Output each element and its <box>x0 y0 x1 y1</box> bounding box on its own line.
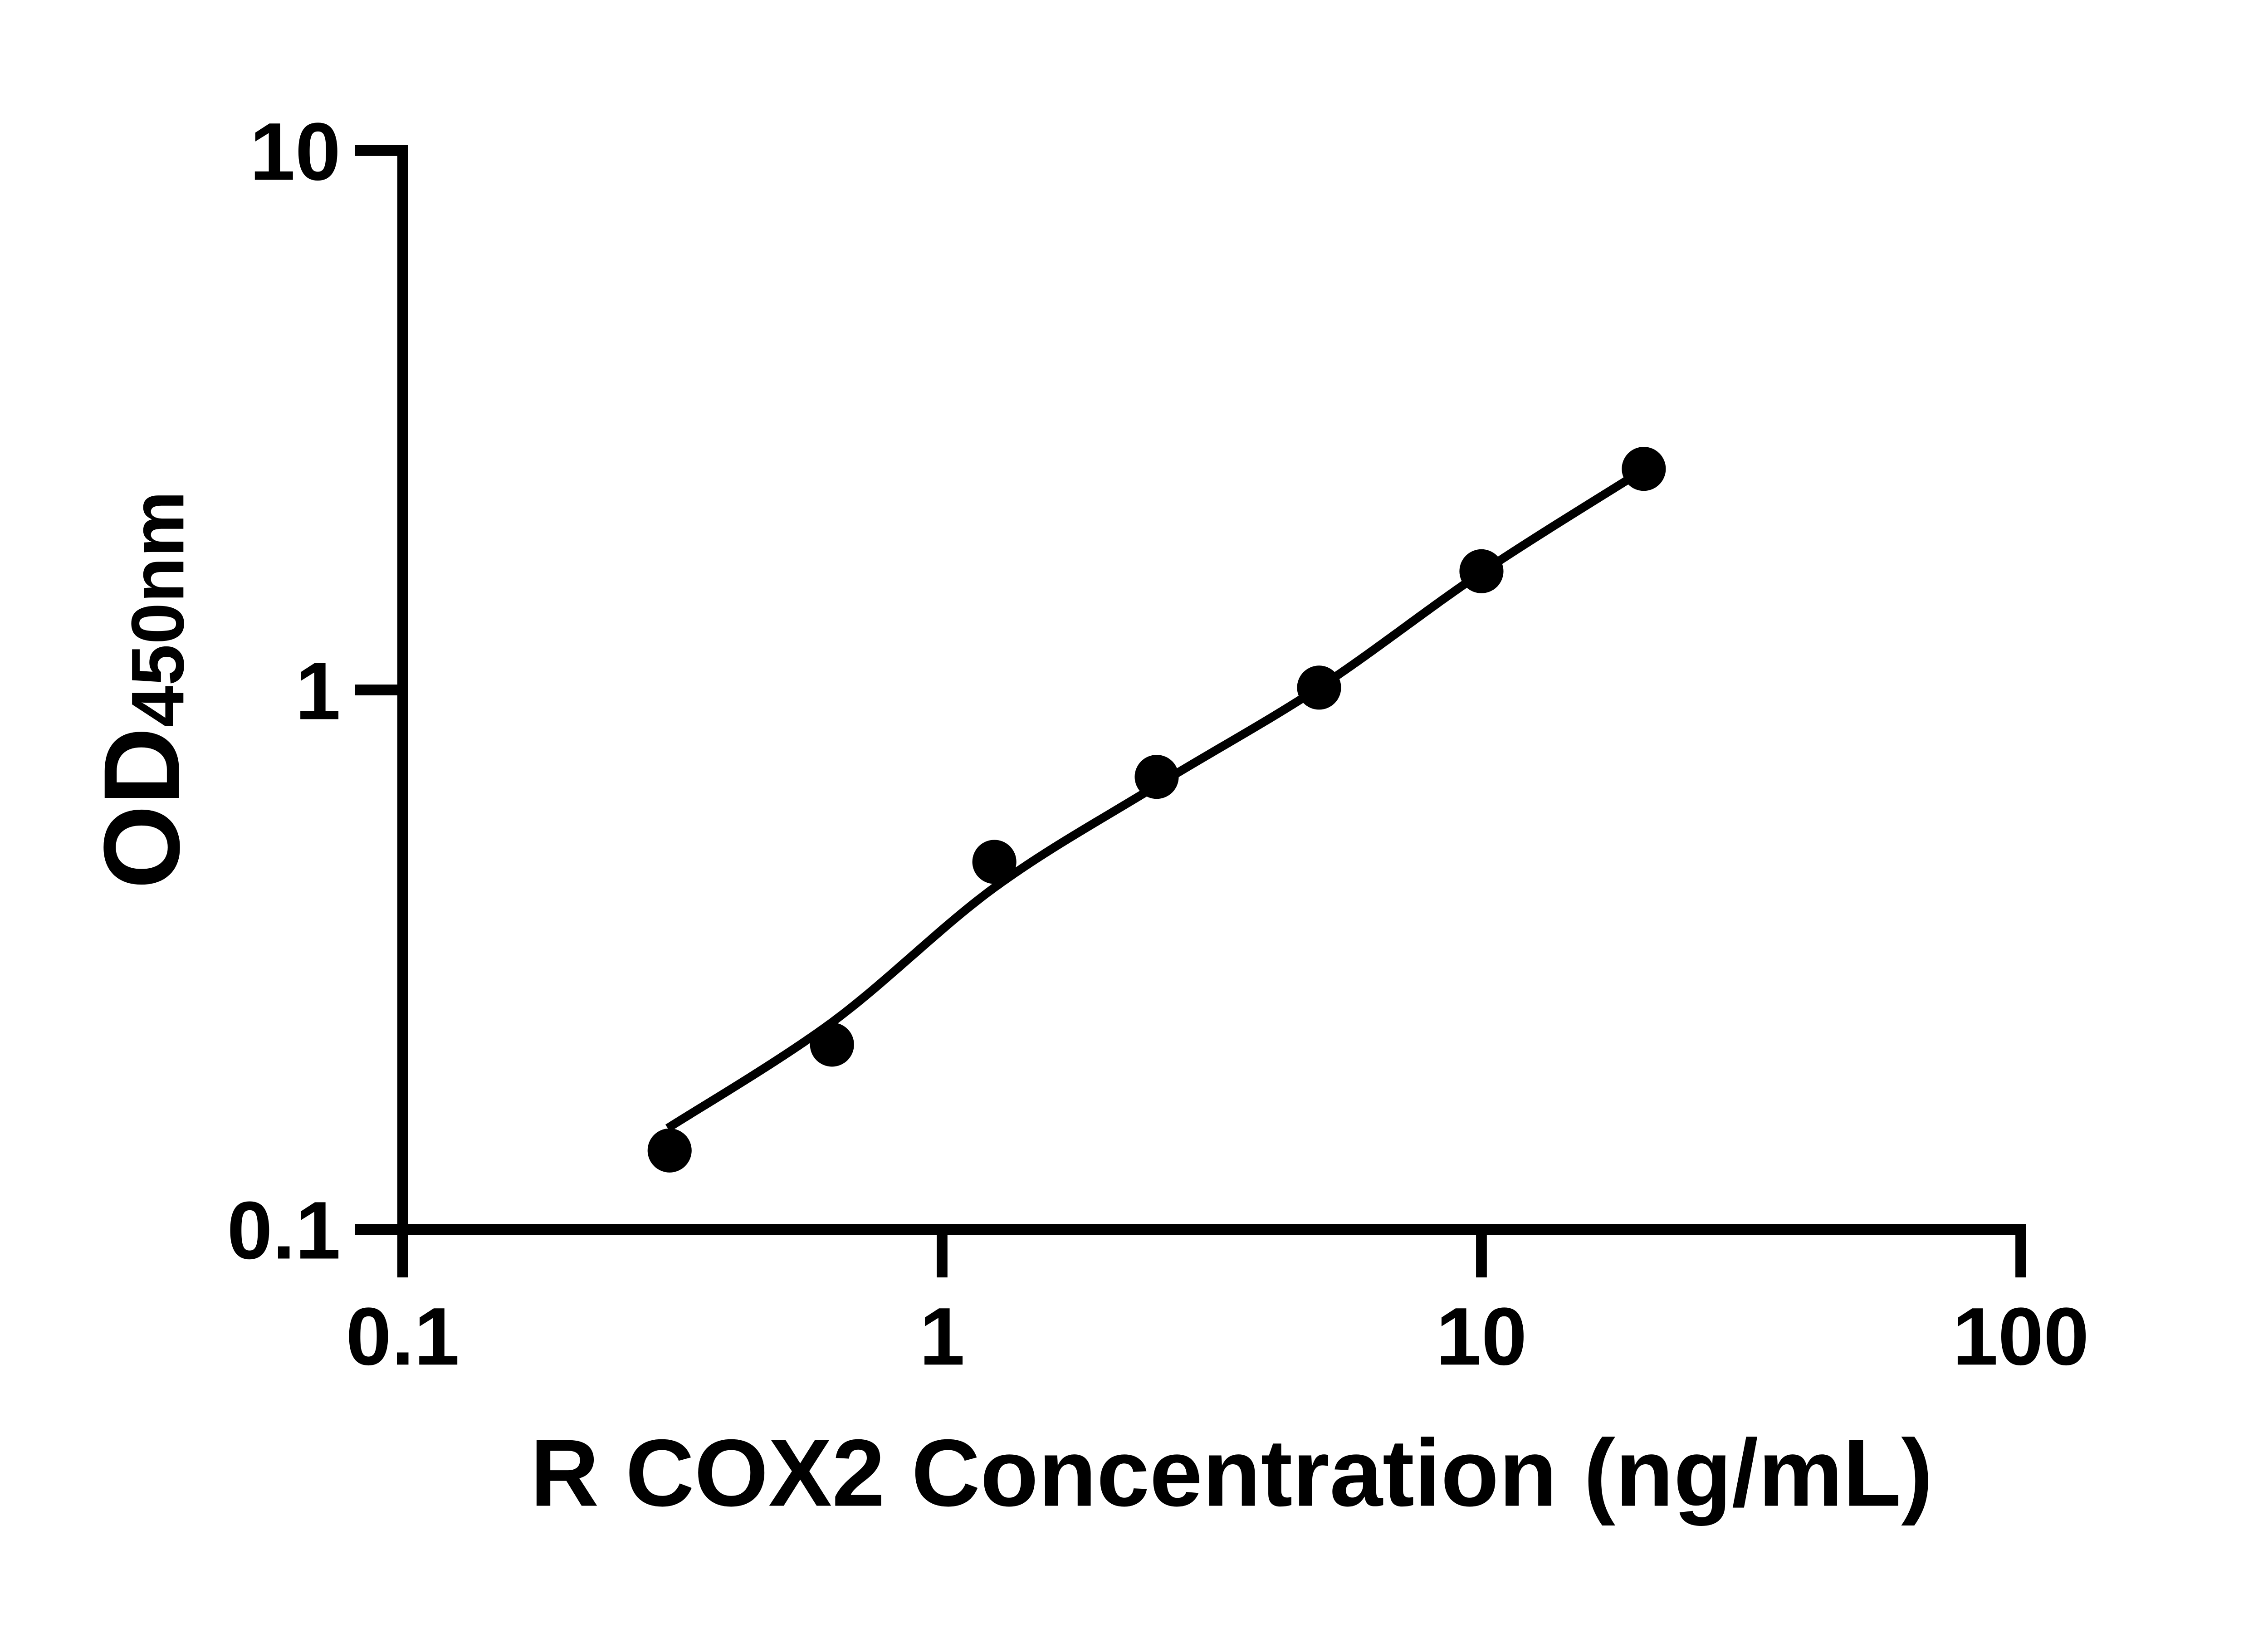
x-axis-ticks: 0.1 1 10 100 <box>346 1229 2089 1382</box>
data-point <box>1297 665 1341 710</box>
y-tick-label: 1 <box>295 645 341 737</box>
data-point <box>1459 549 1504 593</box>
y-tick-label: 10 <box>250 106 341 197</box>
y-axis-title-main: OD <box>82 727 202 889</box>
data-point <box>647 1128 692 1173</box>
x-axis-title: R COX2 Concentration (ng/mL) <box>530 1419 1933 1526</box>
y-axis-title: OD450nm <box>82 491 202 889</box>
x-tick-label: 0.1 <box>346 1291 459 1382</box>
data-point <box>810 1022 854 1067</box>
data-points <box>647 447 1666 1173</box>
data-point <box>1134 755 1179 799</box>
x-tick-label: 1 <box>919 1291 965 1382</box>
x-tick-label: 100 <box>1953 1291 2089 1382</box>
data-point <box>972 840 1017 884</box>
data-point <box>1622 447 1666 491</box>
y-tick-label: 0.1 <box>227 1185 341 1276</box>
y-axis-ticks: 0.1 1 10 <box>227 106 403 1276</box>
y-axis-title-subscript: 450nm <box>116 491 199 727</box>
x-tick-label: 10 <box>1436 1291 1527 1382</box>
